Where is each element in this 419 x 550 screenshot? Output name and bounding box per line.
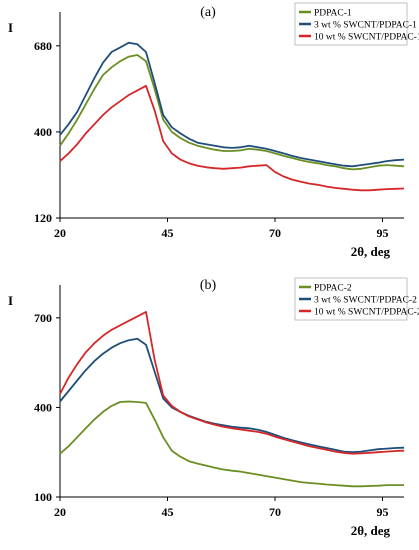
x-axis-label: 2θ, deg [351,523,391,538]
y-tick-label: 700 [34,311,52,325]
y-tick-label: 400 [34,125,52,139]
x-tick-label: 45 [162,226,174,240]
x-tick-label: 45 [162,505,174,519]
chart-panel-0: 120 400 680 20 45 70 95 I 2θ, deg (a) PDPAC-1 3 wt … [8,2,419,259]
x-tick-label: 95 [377,226,389,240]
y-tick-label: 100 [34,490,52,504]
series-line-0 [59,400,404,488]
y-axis-label: I [8,293,13,308]
x-tick-label: 70 [269,505,281,519]
series-line-2 [59,84,405,192]
y-tick-label: 120 [34,211,52,225]
panel-label: (b) [200,278,217,293]
legend-entry: PDPAC-2 [314,284,352,294]
panel-label: (a) [200,5,216,20]
x-axis-label: 2θ, deg [351,244,391,259]
legend: PDPAC-2 3 wt % SWCNT/PDPAC-2 10 wt % SWCNT… [294,277,419,321]
legend-box [294,277,408,321]
series-line-0 [59,54,405,171]
legend-entry: 3 wt % SWCNT/PDPAC-1 [314,21,417,31]
legend-entry: 10 wt % SWCNT/PDPAC-1 [314,33,419,43]
legend-entry: PDPAC-1 [314,9,352,19]
x-tick-label: 20 [54,505,66,519]
legend-entry: 10 wt % SWCNT/PDPAC-2 [314,308,419,318]
y-axis-label: I [8,20,13,35]
legend: PDPAC-1 3 wt % SWCNT/PDPAC-1 10 wt % SWCNT… [294,2,419,46]
y-tick-label: 680 [34,39,52,53]
series-line-1 [59,337,405,454]
y-tick-label: 400 [34,400,52,414]
x-tick-label: 95 [377,505,389,519]
series-line-2 [59,311,405,455]
legend-box [294,2,408,46]
x-tick-label: 20 [54,226,66,240]
x-tick-label: 70 [269,226,281,240]
legend-entry: 3 wt % SWCNT/PDPAC-2 [314,296,417,306]
chart-panel-1: 100 400 700 20 45 70 95 I 2θ, deg (b) PDPAC-2 3 wt … [8,277,419,538]
series-line-1 [59,41,405,168]
